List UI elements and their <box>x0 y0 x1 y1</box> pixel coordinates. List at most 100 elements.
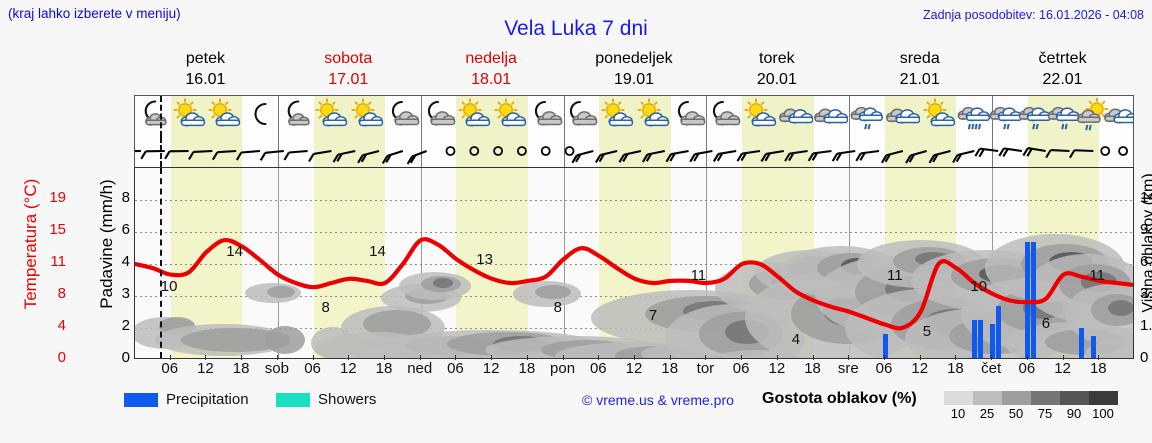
temperature-tick: 11 <box>50 253 66 270</box>
temperature-value-label: 11 <box>887 267 903 284</box>
x-axis-tick <box>205 355 207 360</box>
plot-hgridline-2 <box>135 264 1133 265</box>
x-axis-tick <box>384 355 385 360</box>
day-name: nedelja <box>465 50 517 67</box>
day-header-3: ponedeljek 19.01 <box>563 48 706 93</box>
precipitation-tick: 0 <box>121 349 130 366</box>
x-axis-tick-label: 06 <box>161 360 179 377</box>
weather-icon-sun-cloud <box>314 98 348 134</box>
x-axis-tick-label: sre <box>837 360 859 377</box>
x-axis-tick <box>491 355 493 360</box>
weather-icon-night-partly-cloudy <box>136 98 170 134</box>
x-axis-tick-label: 12 <box>1054 360 1071 377</box>
precipitation-bar <box>995 306 1001 358</box>
x-axis-tick-label: 18 <box>1089 360 1107 377</box>
x-axis-tick-label: 18 <box>375 360 393 377</box>
x-axis-tick-label: 12 <box>197 360 214 377</box>
weather-icon-night-cloudy <box>672 98 706 134</box>
cloud-density-tick-label: 50 <box>1008 406 1024 421</box>
x-axis-tick-label: 12 <box>339 360 357 377</box>
wind-day-separator <box>992 137 994 167</box>
weather-icon-cloudy-rain <box>957 98 991 134</box>
showers-legend-label: Showers <box>318 391 377 408</box>
day-separator <box>849 96 851 137</box>
weather-icon-sun-cloud <box>350 98 384 134</box>
plot-hgridline-0 <box>135 200 1133 202</box>
x-axis-tick-label: 06 <box>304 360 321 377</box>
x-axis-tick <box>955 355 957 360</box>
x-axis-tick-label: 06 <box>589 360 607 377</box>
x-axis-tick <box>848 355 850 360</box>
x-axis-tick <box>991 355 993 360</box>
day-date: 17.01 <box>328 71 369 88</box>
x-axis-tick <box>1026 355 1028 360</box>
x-axis-tick-label: 12 <box>482 360 500 377</box>
x-axis-tick-label: 12 <box>911 360 929 377</box>
x-axis-tick <box>419 355 421 360</box>
temperature-value-label: 8 <box>321 298 330 316</box>
x-axis-tick <box>598 355 600 360</box>
day-separator <box>277 96 279 137</box>
plot-day-gridline <box>563 168 565 358</box>
cloud-height-tick: 0 <box>1140 349 1149 366</box>
weather-icon-night-cloudy <box>386 98 420 134</box>
meteogram-plot: 10148141387114115106117 <box>134 167 1134 359</box>
weather-icon-cloudy <box>814 98 849 134</box>
precipitation-tick: 8 <box>121 189 130 207</box>
cloud-density-swatch <box>973 391 1002 405</box>
wind-barbs-svg <box>135 146 1128 165</box>
day-name: torek <box>759 50 795 67</box>
x-axis-tick-label: 18 <box>804 360 821 377</box>
bottom-legend: Precipitation Showers © vreme.us & vreme… <box>0 385 1152 425</box>
x-axis-tick-label: 18 <box>232 360 250 377</box>
x-axis-tick <box>741 355 743 360</box>
wind-day-separator <box>563 137 565 167</box>
cloud-height-axis-label: Višina oblakov (km) <box>1140 173 1152 313</box>
x-axis-tick-label: sob <box>264 360 289 377</box>
temperature-tick: 15 <box>49 221 66 239</box>
cloud-density-swatch <box>1089 391 1118 405</box>
wind-daylight-band-2 <box>456 137 528 167</box>
plot-day-gridline <box>277 168 279 358</box>
weather-icon-night-partly-cloudy <box>279 98 313 134</box>
x-axis-tick <box>705 355 707 360</box>
x-axis-tick <box>312 355 314 360</box>
x-axis-tick <box>669 355 671 360</box>
x-axis-tick-label: 06 <box>447 360 464 377</box>
cloud-height-tick: 14 <box>1140 189 1152 207</box>
plot-daylight-band-2 <box>456 168 528 358</box>
current-time-marker <box>160 168 162 358</box>
current-time-marker-icons <box>160 96 162 137</box>
plot-day-gridline <box>420 168 422 358</box>
day-date: 18.01 <box>471 71 512 88</box>
precipitation-bar <box>1090 336 1096 358</box>
precipitation-bar <box>882 334 888 358</box>
temperature-value-label: 11 <box>690 267 707 284</box>
cloud-density-ramp: 10 25 50 75 90 100 <box>944 391 1118 421</box>
weather-icon-cloudy <box>1103 98 1133 134</box>
current-time-marker-wind <box>160 137 162 167</box>
cloud-density-tick-label: 100 <box>1092 406 1114 421</box>
weather-icon-cloudy <box>778 98 813 134</box>
precipitation-bar <box>989 324 995 358</box>
cloud-height-tick: 3.5 <box>1140 284 1152 302</box>
day-date: 20.01 <box>756 71 797 88</box>
temperature-value-label: 13 <box>476 251 493 269</box>
day-name: sobota <box>324 50 373 67</box>
x-axis-tick <box>919 355 921 360</box>
last-update-label: Zadnja posodobitev: 16.01.2026 - 04:08 <box>922 8 1144 22</box>
temperature-value-label: 11 <box>1089 267 1105 284</box>
weather-icon-moon-clear <box>243 98 277 134</box>
cloud-density-tick-label: 25 <box>979 406 995 421</box>
x-axis-labels: 06 12 18 sob 06 12 18 ned 06 12 18 pon 06 12 18 tor 06 12… <box>0 355 1152 380</box>
day-date: 21.01 <box>899 71 940 88</box>
cloud-density-swatch <box>944 391 973 405</box>
credit-link[interactable]: © vreme.us & vreme.pro <box>582 392 734 408</box>
weather-icon-sun-cloud <box>207 98 241 134</box>
x-axis-tick <box>634 355 635 360</box>
location-menu-hint[interactable]: (kraj lahko izberete v meniju) <box>8 6 181 21</box>
temperature-value-label: 5 <box>922 322 932 340</box>
x-axis-tick-label: pon <box>550 360 576 377</box>
weather-icon-night-cloudy <box>564 98 598 134</box>
x-axis-tick <box>526 355 528 360</box>
